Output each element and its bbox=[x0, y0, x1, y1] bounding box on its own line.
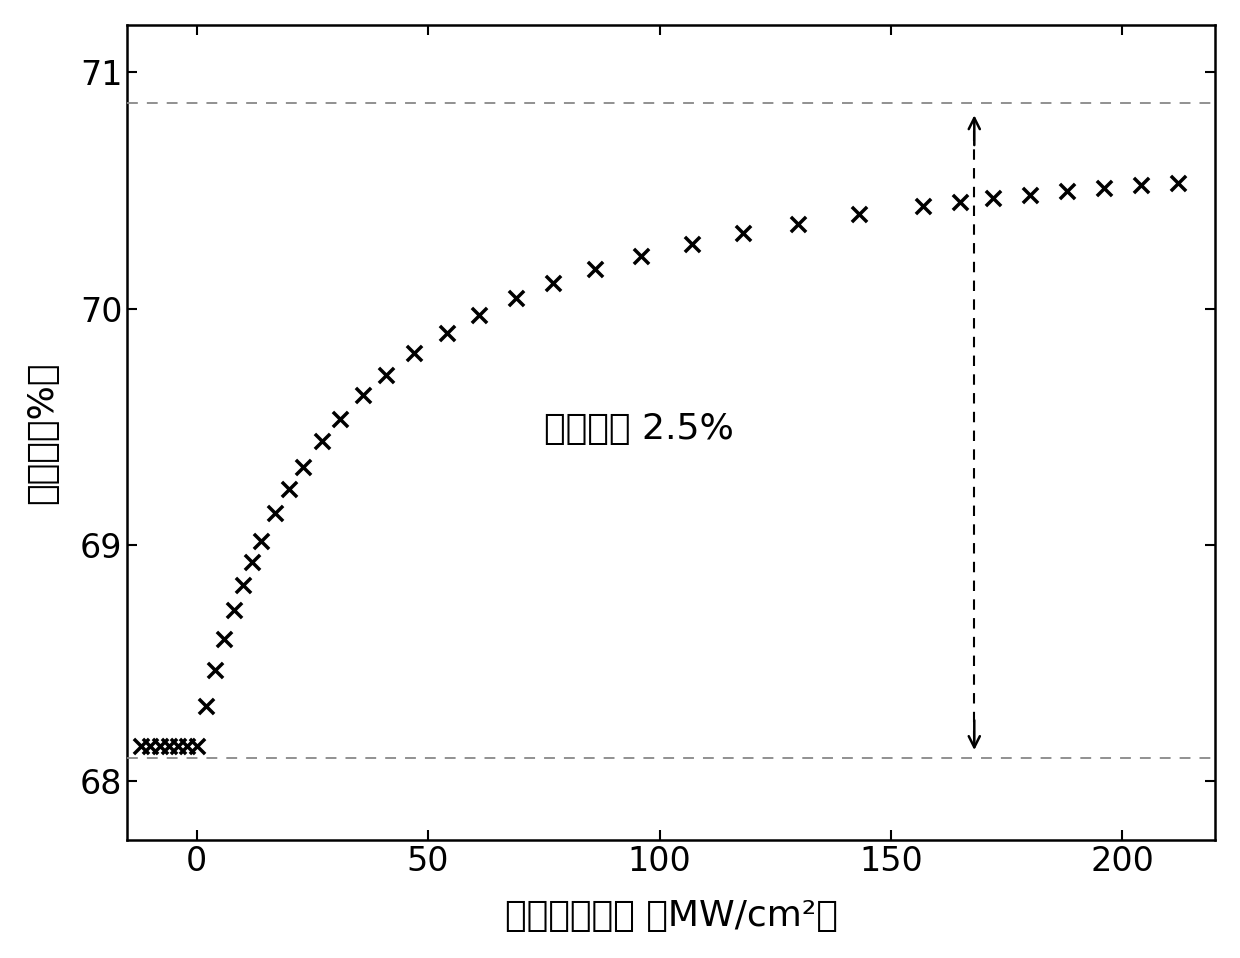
Point bbox=[265, 506, 285, 521]
Point bbox=[983, 191, 1003, 206]
X-axis label: 入射激光功率 （MW/cm²）: 入射激光功率 （MW/cm²） bbox=[505, 899, 837, 933]
Point bbox=[682, 236, 702, 251]
Point bbox=[131, 738, 151, 753]
Point bbox=[252, 534, 272, 549]
Point bbox=[330, 411, 350, 426]
Y-axis label: 透过率（%）: 透过率（%） bbox=[25, 361, 60, 504]
Point bbox=[206, 663, 226, 678]
Point bbox=[293, 459, 312, 474]
Point bbox=[242, 555, 262, 570]
Point bbox=[159, 738, 179, 753]
Point bbox=[150, 738, 170, 753]
Point bbox=[233, 578, 253, 593]
Point bbox=[377, 367, 397, 382]
Point bbox=[169, 738, 188, 753]
Point bbox=[196, 698, 216, 714]
Point bbox=[1094, 181, 1114, 196]
Point bbox=[215, 631, 234, 647]
Point bbox=[223, 603, 243, 618]
Text: 调制深度 2.5%: 调制深度 2.5% bbox=[544, 412, 734, 445]
Point bbox=[543, 276, 563, 291]
Point bbox=[279, 481, 299, 496]
Point bbox=[1131, 178, 1151, 194]
Point bbox=[789, 216, 808, 231]
Point bbox=[436, 325, 456, 340]
Point bbox=[951, 194, 971, 210]
Point bbox=[1056, 184, 1076, 199]
Point bbox=[631, 248, 651, 263]
Point bbox=[914, 198, 934, 214]
Point bbox=[187, 738, 207, 753]
Point bbox=[1168, 175, 1188, 191]
Point bbox=[404, 346, 424, 361]
Point bbox=[177, 738, 197, 753]
Point bbox=[733, 226, 753, 241]
Point bbox=[311, 434, 331, 449]
Point bbox=[848, 207, 868, 222]
Point bbox=[353, 387, 373, 402]
Point bbox=[140, 738, 160, 753]
Point bbox=[1021, 187, 1040, 202]
Point bbox=[506, 290, 526, 306]
Point bbox=[585, 262, 605, 277]
Point bbox=[469, 308, 489, 323]
